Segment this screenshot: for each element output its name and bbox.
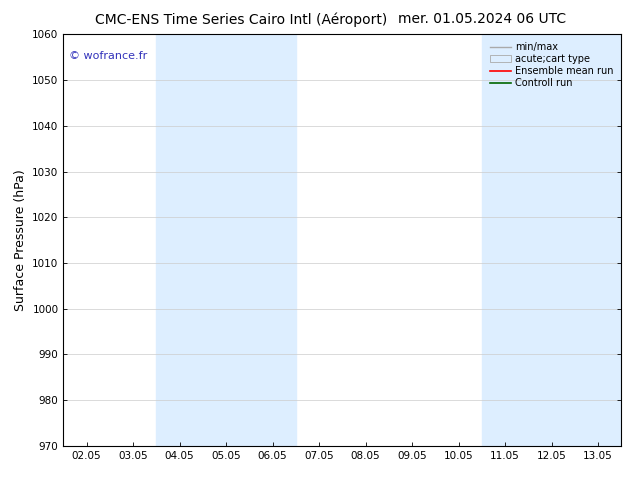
Text: mer. 01.05.2024 06 UTC: mer. 01.05.2024 06 UTC bbox=[398, 12, 566, 26]
Y-axis label: Surface Pressure (hPa): Surface Pressure (hPa) bbox=[14, 169, 27, 311]
Text: CMC-ENS Time Series Cairo Intl (Aéroport): CMC-ENS Time Series Cairo Intl (Aéroport… bbox=[95, 12, 387, 27]
Bar bbox=[482, 34, 621, 446]
Bar bbox=[157, 34, 296, 446]
Legend: min/max, acute;cart type, Ensemble mean run, Controll run: min/max, acute;cart type, Ensemble mean … bbox=[487, 39, 616, 91]
Text: © wofrance.fr: © wofrance.fr bbox=[69, 51, 147, 61]
